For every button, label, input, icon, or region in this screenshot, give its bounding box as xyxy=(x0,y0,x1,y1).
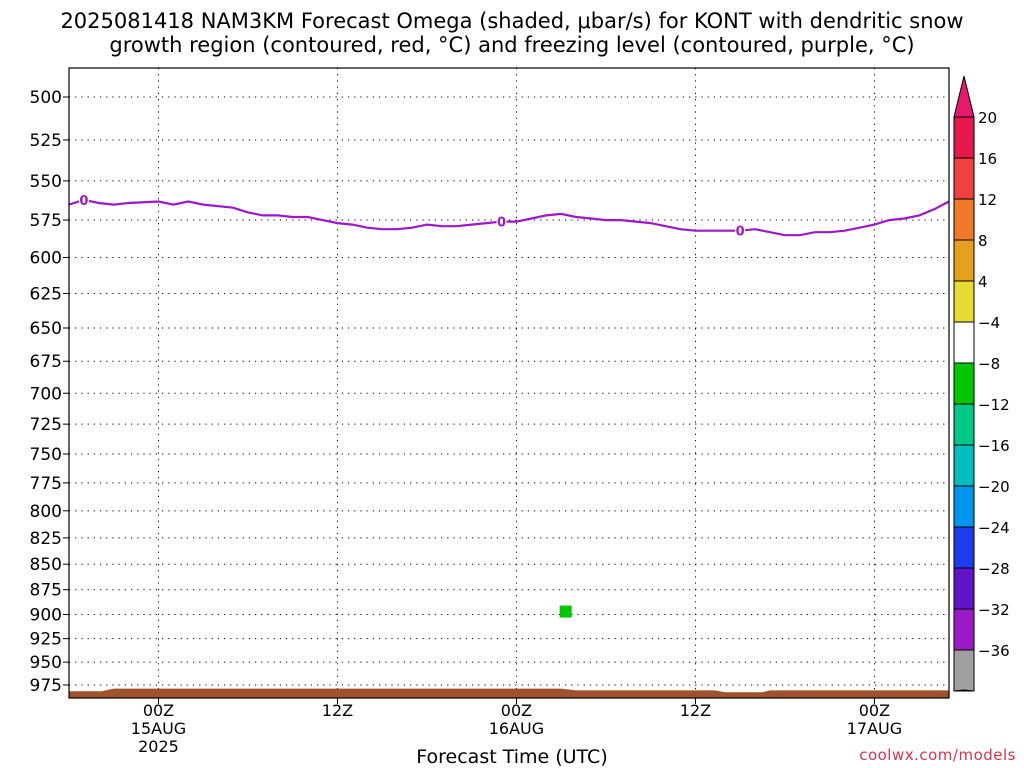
ytick-label-775: 775 xyxy=(30,474,62,494)
colorbar-label-11: −28 xyxy=(978,560,1010,578)
xtick-label-2-1: 16AUG xyxy=(489,719,544,738)
freezing-level-line xyxy=(68,198,950,237)
colorbar-label-5: −4 xyxy=(978,314,1000,332)
ytick-label-625: 625 xyxy=(30,284,62,304)
xtick-label-1-0: 12Z xyxy=(322,701,353,720)
xtick-label-0-1: 15AUG xyxy=(131,719,186,738)
xtick-label-2-0: 00Z xyxy=(501,701,532,720)
ytick-label-725: 725 xyxy=(30,415,62,435)
freezing-label-bg-2 xyxy=(735,222,746,239)
ytick-label-800: 800 xyxy=(30,502,62,522)
colorbar-label-12: −32 xyxy=(978,601,1010,619)
colorbar-swatch-8 xyxy=(953,444,975,487)
ytick-label-700: 700 xyxy=(30,384,62,404)
colorbar-swatch-10 xyxy=(953,526,975,569)
colorbar-label-3: 8 xyxy=(978,232,988,250)
colorbar: 20 16 12 8 4 −4 −8 −12 −16 −20 −24 −28 −32 −36 xyxy=(953,75,1010,692)
ytick-label-650: 650 xyxy=(30,319,62,339)
ytick-label-900: 900 xyxy=(30,606,62,626)
colorbar-top-arrow xyxy=(953,75,975,118)
omega-cells xyxy=(559,605,572,618)
terrain-fill xyxy=(69,688,949,698)
colorbar-swatch-9 xyxy=(953,485,975,528)
xtick-label-0-2: 2025 xyxy=(138,737,179,756)
credit-text: coolwx.com/models xyxy=(859,746,1016,764)
freezing-level-contour: 0 0 0 xyxy=(68,191,950,240)
x-axis-title: Forecast Time (UTC) xyxy=(416,746,608,768)
plot-frame xyxy=(68,67,950,699)
colorbar-label-4: 4 xyxy=(978,273,988,291)
colorbar-swatch-12 xyxy=(953,608,975,651)
ytick-label-575: 575 xyxy=(30,211,62,231)
ytick-label-525: 525 xyxy=(30,131,62,151)
colorbar-bottom-arrow xyxy=(953,689,975,692)
chart-title-line-1: 2025081418 NAM3KM Forecast Omega (shaded… xyxy=(60,9,964,33)
colorbar-label-6: −8 xyxy=(978,355,1000,373)
colorbar-swatch-4 xyxy=(953,280,975,323)
chart-title-line-2: growth region (contoured, red, °C) and f… xyxy=(109,33,915,57)
colorbar-swatch-6 xyxy=(953,362,975,405)
colorbar-swatch-13 xyxy=(953,649,975,692)
freezing-label-1: 0 xyxy=(497,216,506,231)
freezing-label-2: 0 xyxy=(736,225,745,240)
xtick-label-3-0: 12Z xyxy=(680,701,711,720)
colorbar-label-7: −12 xyxy=(978,396,1010,414)
xtick-label-4-0: 00Z xyxy=(859,701,890,720)
colorbar-swatch-0 xyxy=(953,116,975,159)
ytick-label-675: 675 xyxy=(30,352,62,372)
ytick-label-875: 875 xyxy=(30,581,62,601)
colorbar-swatch-2 xyxy=(953,198,975,241)
colorbar-label-9: −20 xyxy=(978,478,1010,496)
xtick-label-4-1: 17AUG xyxy=(847,719,902,738)
freezing-label-bg-1 xyxy=(496,213,507,230)
colorbar-label-10: −24 xyxy=(978,519,1010,537)
omega-cell-0 xyxy=(559,605,572,618)
ytick-label-950: 950 xyxy=(30,653,62,673)
ytick-label-750: 750 xyxy=(30,445,62,465)
freezing-label-0: 0 xyxy=(79,194,88,209)
xtick-label-0-0: 00Z xyxy=(143,701,174,720)
terrain-layer xyxy=(69,688,949,698)
colorbar-swatch-1 xyxy=(953,157,975,200)
colorbar-swatch-11 xyxy=(953,567,975,610)
colorbar-swatch-7 xyxy=(953,403,975,446)
ytick-label-550: 550 xyxy=(30,172,62,192)
y-axis: 500 525 550 575 600 625 650 675 700 725 750 775 800 8… xyxy=(30,88,69,696)
colorbar-swatch-5 xyxy=(953,321,975,364)
ytick-label-925: 925 xyxy=(30,630,62,650)
ytick-label-975: 975 xyxy=(30,676,62,696)
colorbar-label-0: 20 xyxy=(978,109,997,127)
ytick-label-850: 850 xyxy=(30,555,62,575)
colorbar-label-2: 12 xyxy=(978,191,997,209)
colorbar-label-1: 16 xyxy=(978,150,997,168)
ytick-label-600: 600 xyxy=(30,249,62,269)
colorbar-label-8: −16 xyxy=(978,437,1010,455)
colorbar-label-13: −36 xyxy=(978,642,1010,660)
colorbar-swatch-3 xyxy=(953,239,975,282)
ytick-label-825: 825 xyxy=(30,529,62,549)
gridlines xyxy=(69,68,949,698)
plot-border xyxy=(68,67,950,699)
ytick-label-500: 500 xyxy=(30,88,62,108)
freezing-label-bg-0 xyxy=(78,191,89,208)
